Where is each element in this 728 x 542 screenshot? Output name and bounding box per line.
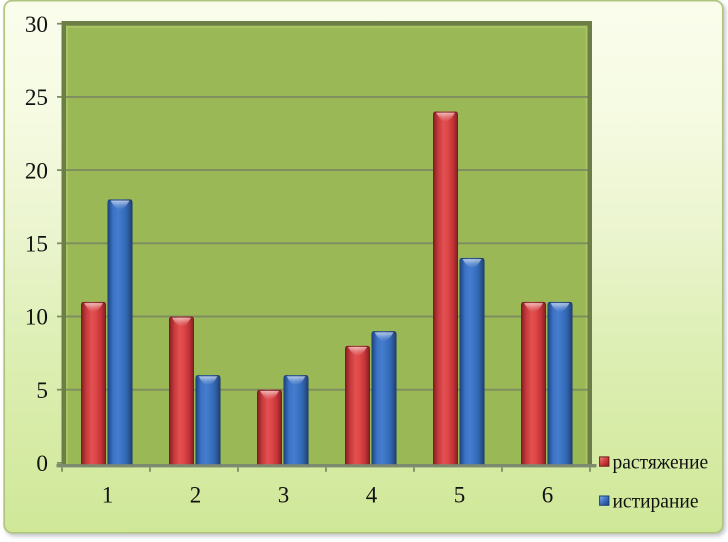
- svg-text:1: 1: [102, 483, 114, 508]
- svg-text:3: 3: [278, 483, 290, 508]
- svg-text:4: 4: [366, 483, 378, 508]
- svg-text:истирание: истирание: [613, 492, 699, 513]
- svg-text:6: 6: [542, 483, 554, 508]
- svg-text:20: 20: [25, 158, 48, 184]
- svg-text:0: 0: [36, 451, 48, 477]
- svg-text:30: 30: [25, 12, 48, 38]
- svg-text:10: 10: [25, 305, 48, 331]
- svg-text:5: 5: [454, 483, 466, 508]
- svg-text:2: 2: [190, 483, 202, 508]
- svg-text:растяжение: растяжение: [613, 453, 709, 474]
- svg-text:5: 5: [36, 378, 48, 404]
- svg-text:25: 25: [25, 85, 48, 111]
- svg-text:15: 15: [25, 232, 48, 258]
